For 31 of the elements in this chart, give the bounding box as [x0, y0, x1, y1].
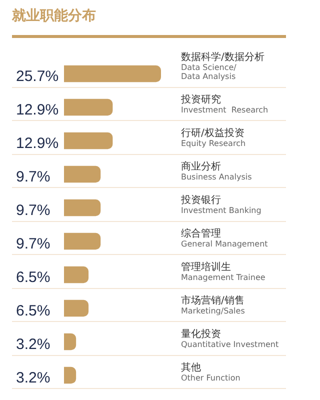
- data-label: 12.9%: [16, 101, 59, 118]
- data-label: 9.7%: [16, 202, 50, 219]
- y-tick-label: 其他 Other Function: [181, 361, 240, 382]
- data-label: 9.7%: [16, 235, 50, 252]
- bar: [64, 98, 113, 116]
- data-label: 6.5%: [16, 268, 50, 286]
- bar: [64, 366, 76, 384]
- y-tick-label: 管理培训生 Management Trainee: [181, 260, 266, 282]
- data-label: 3.2%: [16, 336, 50, 353]
- y-tick-label: 投资研究 Investment Research: [180, 93, 268, 114]
- y-tick-label: 量化投资 Quantitative Investment: [181, 328, 279, 349]
- data-label: 12.9%: [16, 134, 59, 152]
- bar: [64, 65, 161, 82]
- bar: [64, 333, 76, 350]
- y-tick-label: 商业分析 Business Analysis: [181, 160, 252, 182]
- data-label: 25.7%: [16, 68, 59, 85]
- bar: [64, 232, 101, 250]
- y-tick-label: 行研/权益投资 Equity Research: [181, 126, 246, 148]
- bar: [64, 300, 89, 317]
- y-tick-label: 投资银行 Investment Banking: [180, 194, 262, 215]
- bar: [64, 166, 101, 183]
- y-tick-label: 数据科学/数据分析 Data Science/ Data Analysis: [181, 50, 264, 81]
- y-tick-label: 综合管理 General Management: [181, 227, 268, 248]
- chart-title: 就业职能分布: [12, 7, 96, 25]
- y-tick-label: 市场营销/销售 Marketing/Sales: [181, 294, 245, 316]
- data-label: 6.5%: [16, 302, 50, 320]
- data-label: 3.2%: [16, 369, 50, 386]
- bar: [64, 266, 89, 284]
- bar: [64, 199, 101, 216]
- bar: [64, 132, 113, 150]
- data-label: 9.7%: [16, 168, 50, 186]
